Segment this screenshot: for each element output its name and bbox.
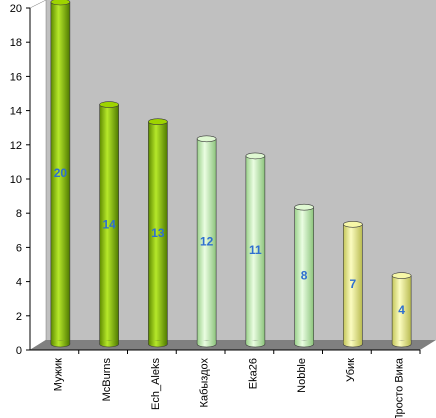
category-label: Nobble [296,358,308,393]
y-tick-label: 18 [10,37,22,49]
bar-2: 14 [99,101,119,348]
category-label: Кабыздох [199,358,211,408]
category-label: Мужик [52,358,64,391]
y-tick-label: 10 [10,174,22,186]
data-label: 7 [350,277,357,291]
bar-top [294,203,314,211]
category-label: Eka26 [247,358,259,389]
y-tick-label: 6 [16,242,22,254]
bar-base-cover [343,341,363,344]
y-tick-label: 16 [10,71,22,83]
bar-top [343,221,363,228]
y-tick-label: 2 [16,311,22,323]
bar-top [245,152,266,160]
y-tick-label: 14 [10,106,22,118]
chart-wall [46,0,436,340]
bar-base-cover [148,341,168,344]
data-label: 11 [249,243,262,257]
category-label: Ech_Aleks [150,358,162,410]
y-tick-label: 20 [10,3,22,15]
bar-base-cover [294,341,314,344]
bar-7: 7 [343,221,363,348]
bar-base-cover [246,341,265,344]
bar-top [196,135,217,143]
data-label: 13 [151,226,165,240]
category-label: McBurns [101,358,113,402]
bar-base-cover [51,341,70,344]
y-tick-label: 4 [16,277,22,289]
y-tick-label: 0 [16,345,22,357]
y-tick-label: 12 [10,140,22,152]
bar-base-cover [197,341,216,344]
category-label: Убик [345,358,357,382]
data-label: 12 [200,234,214,248]
data-label: 14 [102,217,116,231]
bar-top [391,272,412,279]
bar-base-cover [99,341,119,344]
chart-side-wall [29,0,47,351]
bar-4: 12 [196,135,217,348]
bar-8: 4 [391,272,412,348]
category-label: Просто Вика [394,357,406,418]
bar-top [50,0,71,6]
bar-top [99,101,119,108]
bar-base-cover [392,341,411,344]
bar-5: 11 [245,152,266,348]
bar-6: 8 [294,203,314,348]
bar-1: 20 [50,0,71,348]
bar-top [148,118,168,125]
y-tick-label: 8 [16,208,22,220]
chart-floor [30,340,436,350]
data-label: 8 [301,269,308,283]
data-label: 4 [398,303,405,317]
data-label: 20 [54,166,68,180]
bar-3: 13 [148,118,168,348]
